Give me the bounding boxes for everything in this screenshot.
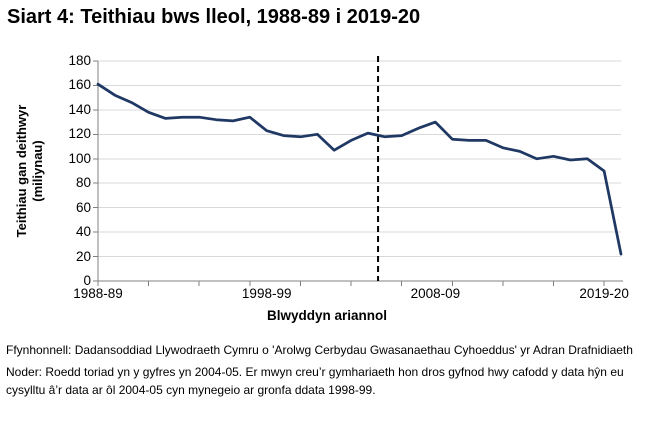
y-tick-label: 60 (75, 199, 91, 215)
y-axis-title-line1: Teithiau gan deithwyr (14, 104, 29, 238)
y-axis-title-line2: (miliynau) (30, 140, 45, 202)
y-tick-label: 0 (83, 273, 91, 288)
note-text: Noder: Roedd toriad yn y gyfres yn 2004-… (6, 365, 624, 397)
y-tick-label: 180 (68, 53, 91, 68)
x-tick-label: 2019-20 (579, 286, 629, 301)
y-tick-label: 100 (68, 150, 91, 166)
y-tick-label: 160 (68, 77, 91, 93)
y-tick-label: 20 (75, 248, 91, 264)
source-text: Ffynhonnell: Dadansoddiad Llywodraeth Cy… (6, 343, 633, 357)
y-tick-label: 140 (68, 101, 91, 117)
x-tick-label: 2008-09 (410, 286, 461, 301)
y-axis-title: Teithiau gan deithwyr (miliynau) (14, 61, 46, 281)
x-axis-title: Blwyddyn ariannol (266, 308, 388, 323)
x-tick-label: 1998-99 (241, 286, 292, 301)
y-tick-label: 40 (75, 224, 91, 240)
chart-title: Siart 4: Teithiau bws lleol, 1988-89 i 2… (7, 6, 421, 28)
y-tick-label: 120 (68, 126, 91, 142)
line-chart-canvas (93, 56, 623, 286)
chart-footer: Ffynhonnell: Dadansoddiad Llywodraeth Cy… (6, 341, 647, 399)
y-tick-label: 80 (75, 175, 91, 191)
x-tick-label: 1988-89 (73, 286, 123, 301)
data-line (96, 82, 623, 256)
